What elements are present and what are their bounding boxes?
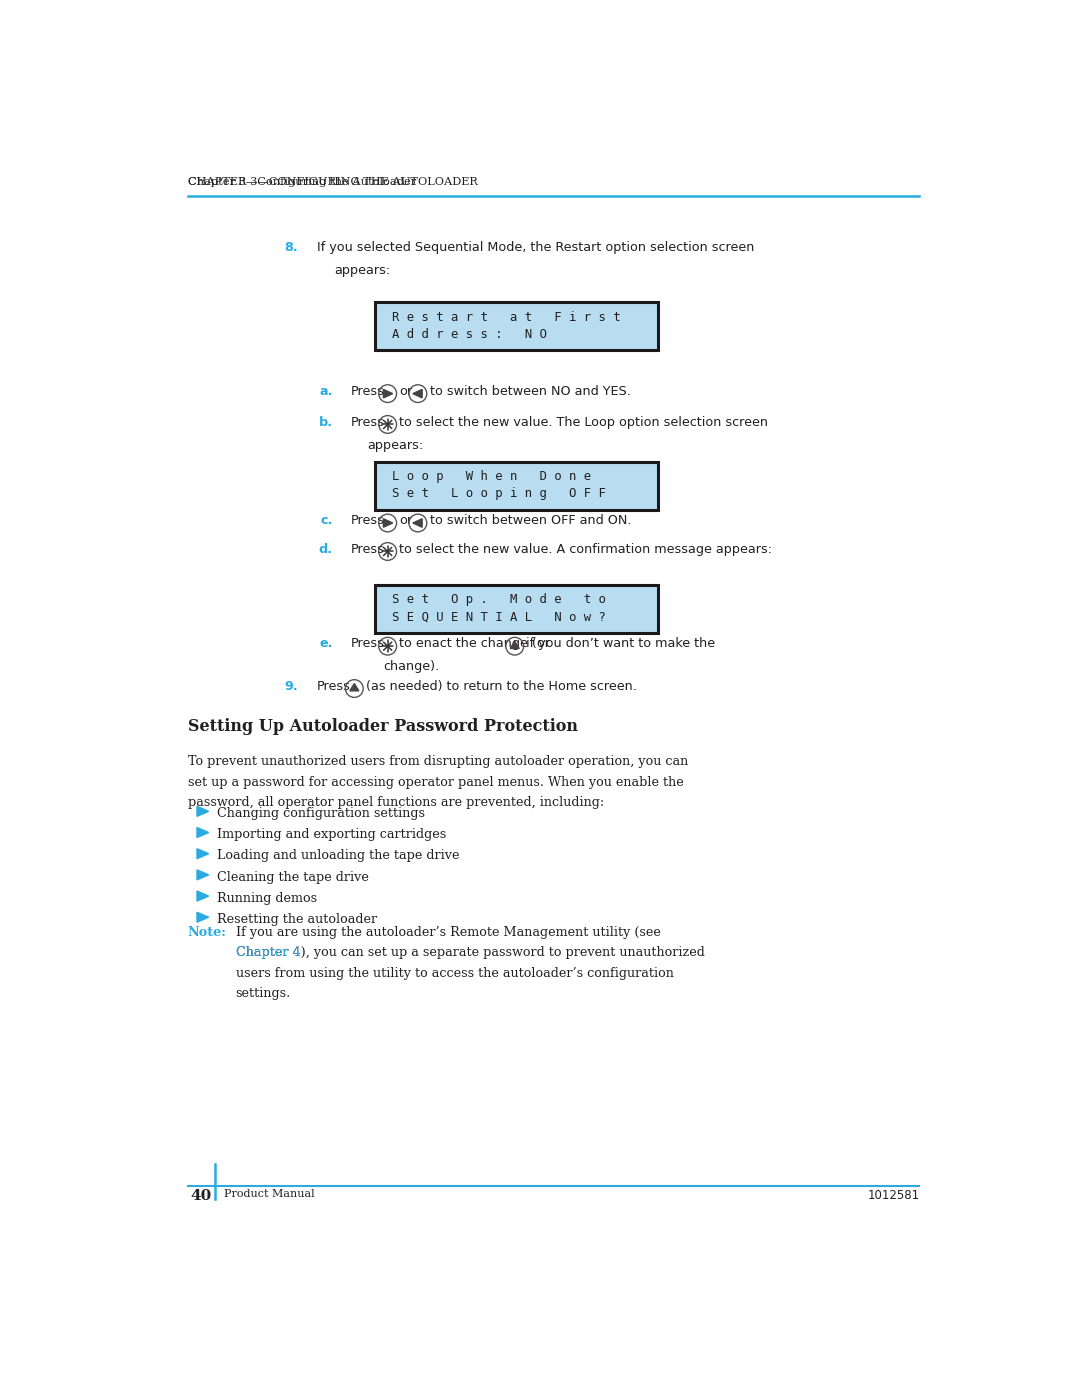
Polygon shape — [197, 891, 208, 901]
Text: Press: Press — [350, 542, 384, 556]
Polygon shape — [383, 518, 393, 527]
Text: set up a password for accessing operator panel menus. When you enable the: set up a password for accessing operator… — [188, 775, 684, 788]
Text: if you don’t want to make the: if you don’t want to make the — [526, 637, 715, 651]
Text: Note:: Note: — [188, 926, 227, 939]
Text: or: or — [400, 514, 413, 527]
Text: Changing configuration settings: Changing configuration settings — [217, 807, 426, 820]
Text: or: or — [400, 384, 413, 398]
FancyBboxPatch shape — [375, 302, 658, 351]
Polygon shape — [197, 849, 208, 859]
Text: If you selected Sequential Mode, the Restart option selection screen: If you selected Sequential Mode, the Res… — [318, 240, 755, 254]
Text: appears:: appears: — [334, 264, 391, 277]
Polygon shape — [197, 912, 208, 922]
Text: e.: e. — [320, 637, 333, 651]
Text: Chapter 3—Configuring the Autoloader: Chapter 3—Configuring the Autoloader — [188, 177, 416, 187]
Text: Product Manual: Product Manual — [225, 1189, 314, 1200]
Text: Importing and exporting cartridges: Importing and exporting cartridges — [217, 828, 446, 841]
Text: Chapter 4: Chapter 4 — [235, 947, 300, 960]
Text: To prevent unauthorized users from disrupting autoloader operation, you can: To prevent unauthorized users from disru… — [188, 756, 688, 768]
Text: to switch between NO and YES.: to switch between NO and YES. — [430, 384, 631, 398]
Text: R e s t a r t   a t   F i r s t: R e s t a r t a t F i r s t — [392, 312, 621, 324]
Text: S e t   O p .   M o d e   t o: S e t O p . M o d e t o — [392, 594, 606, 606]
Polygon shape — [383, 390, 393, 398]
Text: 9.: 9. — [284, 680, 298, 693]
Text: Chapter 4), you can set up a separate password to prevent unauthorized: Chapter 4), you can set up a separate pa… — [235, 947, 704, 960]
Text: (as needed) to return to the Home screen.: (as needed) to return to the Home screen… — [366, 680, 637, 693]
Text: Running demos: Running demos — [217, 891, 318, 905]
Text: b.: b. — [319, 415, 333, 429]
Text: Setting Up Autoloader Password Protection: Setting Up Autoloader Password Protectio… — [188, 718, 578, 735]
Text: to select the new value. A confirmation message appears:: to select the new value. A confirmation … — [400, 542, 772, 556]
Text: c.: c. — [321, 514, 333, 527]
Text: 40: 40 — [190, 1189, 212, 1203]
Polygon shape — [197, 806, 208, 816]
Text: 1012581: 1012581 — [867, 1189, 919, 1203]
Text: Press: Press — [350, 637, 384, 651]
Text: Press: Press — [318, 680, 351, 693]
Text: Press: Press — [350, 514, 384, 527]
Text: S E Q U E N T I A L   N o w ?: S E Q U E N T I A L N o w ? — [392, 610, 606, 623]
Polygon shape — [510, 641, 519, 648]
Text: Cleaning the tape drive: Cleaning the tape drive — [217, 870, 369, 884]
Text: Press: Press — [350, 415, 384, 429]
Text: settings.: settings. — [235, 988, 291, 1000]
Text: a.: a. — [320, 384, 333, 398]
Text: CHAPTER 3—CONFIGURING THE AUTOLOADER: CHAPTER 3—CONFIGURING THE AUTOLOADER — [188, 177, 477, 187]
Text: change).: change). — [383, 661, 440, 673]
Text: users from using the utility to access the autoloader’s configuration: users from using the utility to access t… — [235, 967, 674, 979]
Polygon shape — [197, 870, 208, 880]
Text: d.: d. — [319, 542, 333, 556]
Text: Resetting the autoloader: Resetting the autoloader — [217, 914, 377, 926]
Text: Press: Press — [350, 384, 384, 398]
FancyBboxPatch shape — [375, 585, 658, 633]
Text: S e t   L o o p i n g   O F F: S e t L o o p i n g O F F — [392, 488, 606, 500]
Text: L o o p   W h e n   D o n e: L o o p W h e n D o n e — [392, 471, 592, 483]
Polygon shape — [413, 518, 422, 527]
Polygon shape — [413, 390, 422, 398]
Text: to enact the change (or: to enact the change (or — [400, 637, 551, 651]
Text: If you are using the autoloader’s Remote Management utility (see: If you are using the autoloader’s Remote… — [235, 926, 661, 939]
Text: password, all operator panel functions are prevented, including:: password, all operator panel functions a… — [188, 796, 604, 809]
Text: A d d r e s s :   N O: A d d r e s s : N O — [392, 328, 548, 341]
Text: 8.: 8. — [284, 240, 298, 254]
Polygon shape — [350, 683, 359, 692]
FancyBboxPatch shape — [375, 462, 658, 510]
Polygon shape — [197, 827, 208, 838]
Text: to select the new value. The Loop option selection screen: to select the new value. The Loop option… — [400, 415, 768, 429]
Text: to switch between OFF and ON.: to switch between OFF and ON. — [430, 514, 631, 527]
Text: Loading and unloading the tape drive: Loading and unloading the tape drive — [217, 849, 460, 862]
Text: appears:: appears: — [367, 439, 423, 451]
